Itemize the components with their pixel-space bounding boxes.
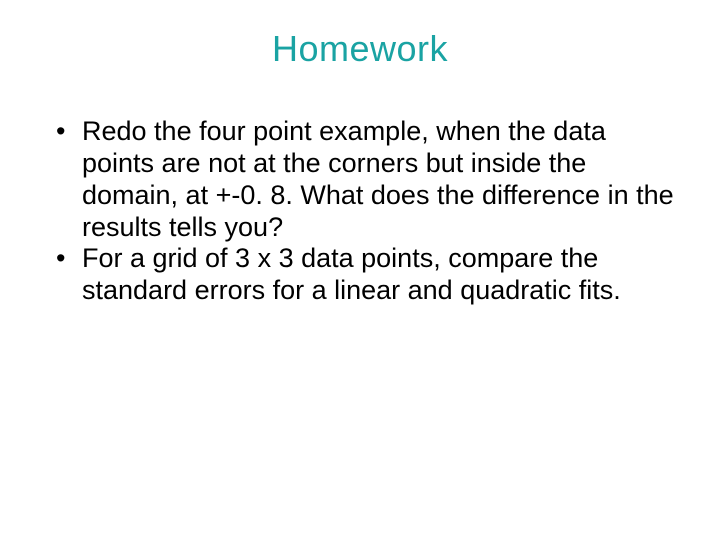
slide: Homework Redo the four point example, wh… (0, 0, 720, 540)
bullet-list: Redo the four point example, when the da… (50, 116, 680, 307)
list-item: For a grid of 3 x 3 data points, compare… (50, 243, 680, 307)
slide-title: Homework (40, 28, 680, 70)
list-item: Redo the four point example, when the da… (50, 116, 680, 243)
slide-body: Redo the four point example, when the da… (40, 116, 680, 307)
